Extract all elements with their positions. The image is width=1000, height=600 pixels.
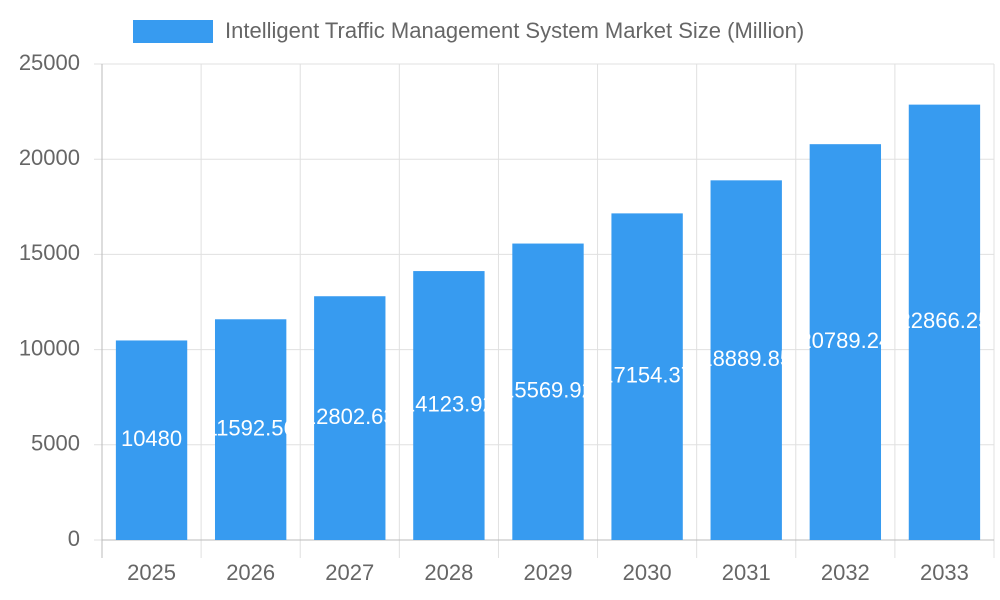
value-label: 14123.92: [403, 391, 495, 416]
value-label: 15569.92: [502, 378, 594, 403]
bar: [214, 319, 287, 540]
bar: [611, 213, 683, 540]
bar: [908, 104, 981, 541]
y-tick-label: 10000: [19, 335, 80, 360]
value-label: 12802.63: [304, 404, 396, 429]
x-tick-label: 2026: [226, 560, 275, 585]
legend-label: Intelligent Traffic Management System Ma…: [225, 18, 804, 43]
x-tick-label: 2031: [722, 560, 771, 585]
x-tick-label: 2027: [325, 560, 374, 585]
value-label: 10480: [121, 426, 182, 451]
bar: [512, 243, 584, 541]
x-tick-label: 2030: [623, 560, 672, 585]
value-label: 22866.25: [899, 308, 991, 333]
x-tick-label: 2032: [821, 560, 870, 585]
y-tick-label: 20000: [19, 145, 80, 170]
bar: [115, 340, 188, 540]
value-label: 18889.85: [700, 346, 792, 371]
legend-swatch: [133, 20, 213, 43]
x-tick-label: 2029: [524, 560, 573, 585]
x-tick-label: 2028: [424, 560, 473, 585]
y-tick-label: 5000: [31, 431, 80, 456]
value-label: 17154.37: [601, 363, 693, 388]
bar: [809, 144, 882, 541]
y-tick-label: 0: [68, 526, 80, 551]
bar: [413, 271, 485, 540]
value-label: 20789.24: [799, 328, 891, 353]
x-tick-label: 2025: [127, 560, 176, 585]
value-label: 11592.56: [206, 415, 296, 440]
x-tick-label: 2033: [920, 560, 969, 585]
y-tick-label: 25000: [19, 50, 80, 75]
y-tick-label: 15000: [19, 240, 80, 265]
bar: [710, 180, 782, 540]
bar: [314, 296, 386, 540]
